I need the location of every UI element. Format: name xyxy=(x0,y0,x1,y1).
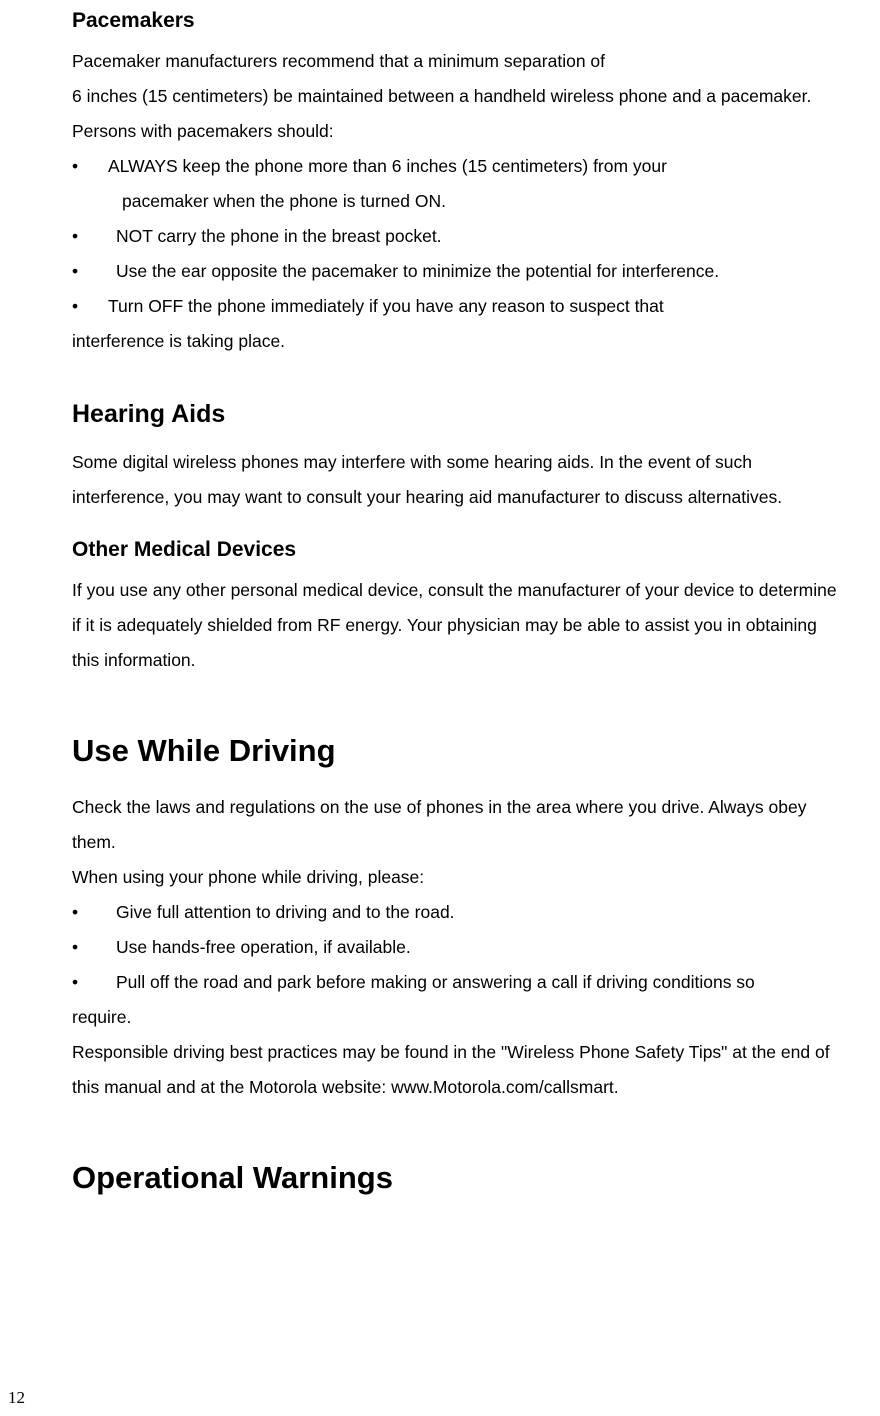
list-item: • Use hands-free operation, if available… xyxy=(72,930,840,965)
bullet-icon: • xyxy=(72,149,108,184)
text-other-medical: If you use any other personal medical de… xyxy=(72,573,840,678)
page-number: 12 xyxy=(8,1388,25,1408)
list-text-cont: interference is taking place. xyxy=(72,324,840,359)
list-text: Pull off the road and park before making… xyxy=(116,965,840,1000)
list-text: NOT carry the phone in the breast pocket… xyxy=(116,219,840,254)
bullet-icon: • xyxy=(72,219,116,254)
list-text: Use hands-free operation, if available. xyxy=(116,930,840,965)
bullet-icon: • xyxy=(72,895,116,930)
heading-other-medical: Other Medical Devices xyxy=(72,529,840,571)
list-text: Use the ear opposite the pacemaker to mi… xyxy=(116,254,840,289)
list-item: • Turn OFF the phone immediately if you … xyxy=(72,289,840,324)
list-item: • Use the ear opposite the pacemaker to … xyxy=(72,254,840,289)
text-driving-p3: Responsible driving best practices may b… xyxy=(72,1035,840,1105)
heading-pacemakers: Pacemakers xyxy=(72,0,840,42)
text-driving-p2: When using your phone while driving, ple… xyxy=(72,860,840,895)
heading-hearing-aids: Hearing Aids xyxy=(72,389,840,439)
bullet-icon: • xyxy=(72,289,108,324)
text-pacemakers-intro1: Pacemaker manufacturers recommend that a… xyxy=(72,44,840,79)
list-text: Give full attention to driving and to th… xyxy=(116,895,840,930)
bullet-icon: • xyxy=(72,254,116,289)
bullet-icon: • xyxy=(72,965,116,1000)
list-item: • NOT carry the phone in the breast pock… xyxy=(72,219,840,254)
heading-use-while-driving: Use While Driving xyxy=(72,720,840,782)
list-text-cont: require. xyxy=(72,1000,840,1035)
list-item: • Pull off the road and park before maki… xyxy=(72,965,840,1000)
list-text: Turn OFF the phone immediately if you ha… xyxy=(108,289,840,324)
text-hearing: Some digital wireless phones may interfe… xyxy=(72,445,840,515)
text-driving-p1: Check the laws and regulations on the us… xyxy=(72,790,840,860)
list-text-cont: pacemaker when the phone is turned ON. xyxy=(72,184,840,219)
heading-operational-warnings: Operational Warnings xyxy=(72,1147,840,1209)
list-item: • Give full attention to driving and to … xyxy=(72,895,840,930)
bullet-icon: • xyxy=(72,930,116,965)
list-text: ALWAYS keep the phone more than 6 inches… xyxy=(108,149,840,184)
text-pacemakers-intro3: Persons with pacemakers should: xyxy=(72,114,840,149)
list-item: • ALWAYS keep the phone more than 6 inch… xyxy=(72,149,840,184)
text-pacemakers-intro2: 6 inches (15 centimeters) be maintained … xyxy=(72,79,840,114)
